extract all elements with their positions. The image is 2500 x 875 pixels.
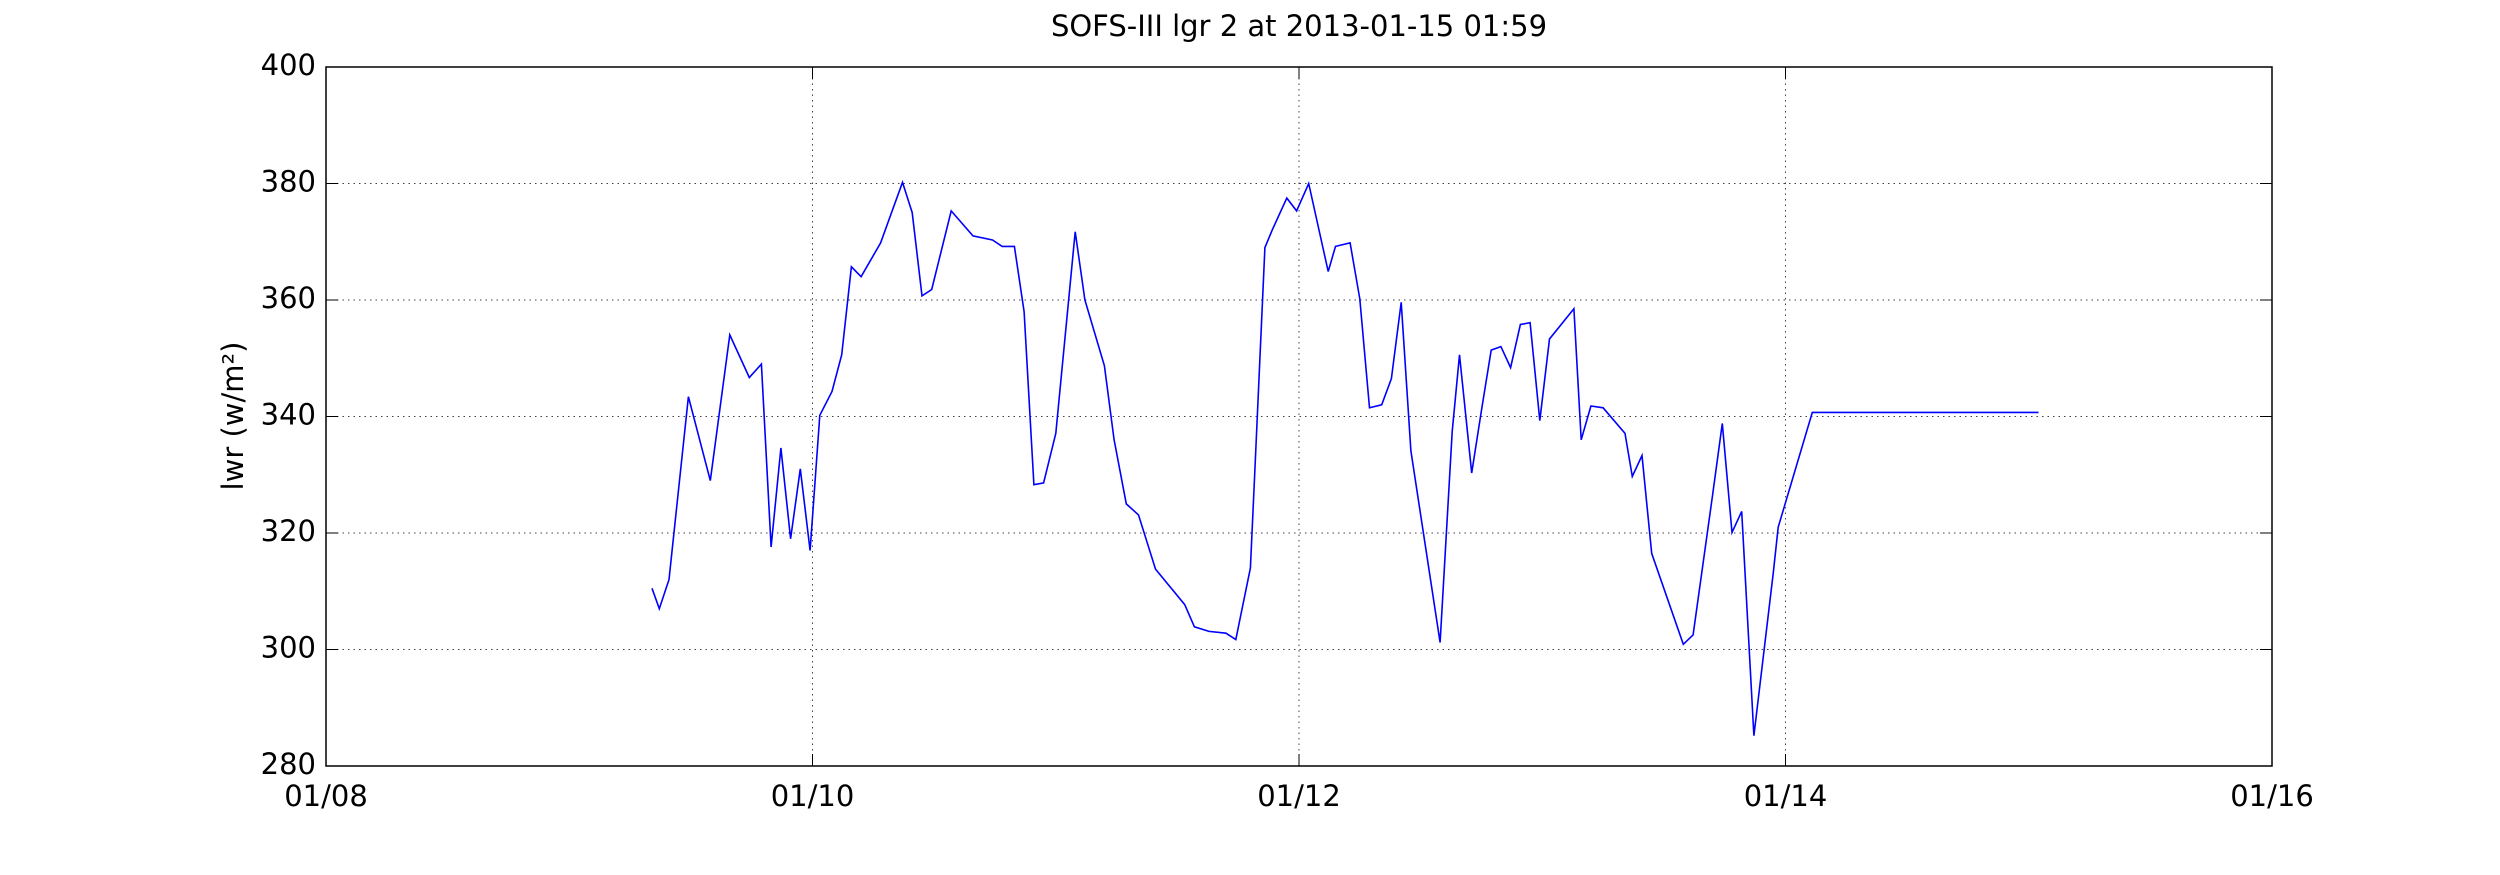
x-tick-label: 01/14 <box>1744 779 1828 813</box>
y-tick-label: 360 <box>261 281 316 315</box>
x-tick-label: 01/08 <box>284 779 368 813</box>
data-line <box>651 179 2039 736</box>
plot-frame <box>325 66 2273 767</box>
y-tick-label: 400 <box>261 48 316 82</box>
x-tick-label: 01/12 <box>1257 779 1341 813</box>
y-tick-label: 340 <box>261 398 316 432</box>
y-axis-label: lwr (w/m²) <box>216 342 250 491</box>
y-tick-label: 380 <box>261 165 316 199</box>
x-tick-label: 01/16 <box>2230 779 2314 813</box>
x-tick-label: 01/10 <box>771 779 855 813</box>
chart-title: SOFS-III lgr 2 at 2013-01-15 01:59 <box>1051 9 1547 43</box>
y-tick-label: 300 <box>261 631 316 665</box>
y-tick-label: 280 <box>261 747 316 781</box>
y-tick-label: 320 <box>261 514 316 548</box>
